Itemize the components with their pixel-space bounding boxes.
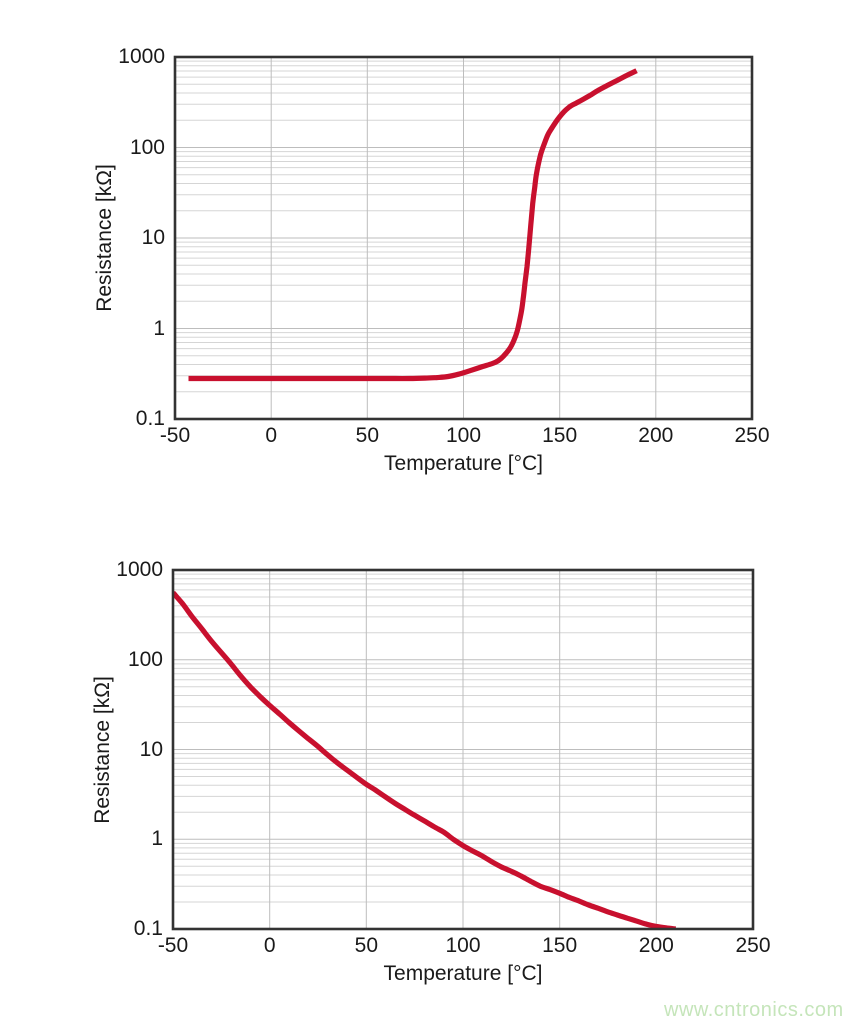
x-tick-label: 250 [735, 934, 771, 957]
x-tick-label: 150 [542, 934, 578, 957]
chart-frame [173, 55, 754, 421]
x-tick-label: 100 [445, 424, 482, 447]
x-tick-label: 0 [265, 424, 277, 447]
x-axis-title: Temperature [°C] [384, 452, 543, 475]
y-tick-label: 1 [153, 316, 165, 340]
x-tick-label: 50 [355, 424, 379, 447]
y-tick-label: 0.1 [133, 917, 163, 940]
resistance-temperature-curve [173, 590, 677, 929]
ntc-plot-area [171, 568, 755, 931]
x-axis-title: Temperature [°C] [383, 962, 543, 985]
ptc-plot-area [173, 55, 754, 421]
y-tick-label: 100 [127, 647, 163, 671]
resistance-temperature-curve [188, 68, 638, 382]
x-tick-label: 50 [354, 934, 378, 957]
y-tick-label: 0.1 [135, 407, 165, 430]
x-tick-label: 0 [263, 934, 276, 957]
watermark: www.cntronics.com [664, 999, 844, 1021]
y-tick-label: 10 [139, 737, 163, 761]
chart-frame [171, 568, 755, 931]
x-tick-label: 250 [734, 424, 770, 447]
x-tick-label: 200 [638, 424, 674, 447]
x-tick-label: 100 [445, 934, 481, 957]
y-tick-label: 10 [141, 226, 165, 249]
x-tick-label: 150 [542, 424, 578, 447]
x-tick-label: -50 [159, 424, 191, 447]
y-tick-label: 1 [151, 827, 163, 851]
y-tick-label: 1000 [116, 558, 163, 581]
x-tick-label: -50 [157, 934, 189, 957]
y-tick-label: 100 [129, 135, 165, 159]
x-tick-label: 200 [638, 934, 674, 957]
y-tick-label: 1000 [118, 45, 165, 68]
